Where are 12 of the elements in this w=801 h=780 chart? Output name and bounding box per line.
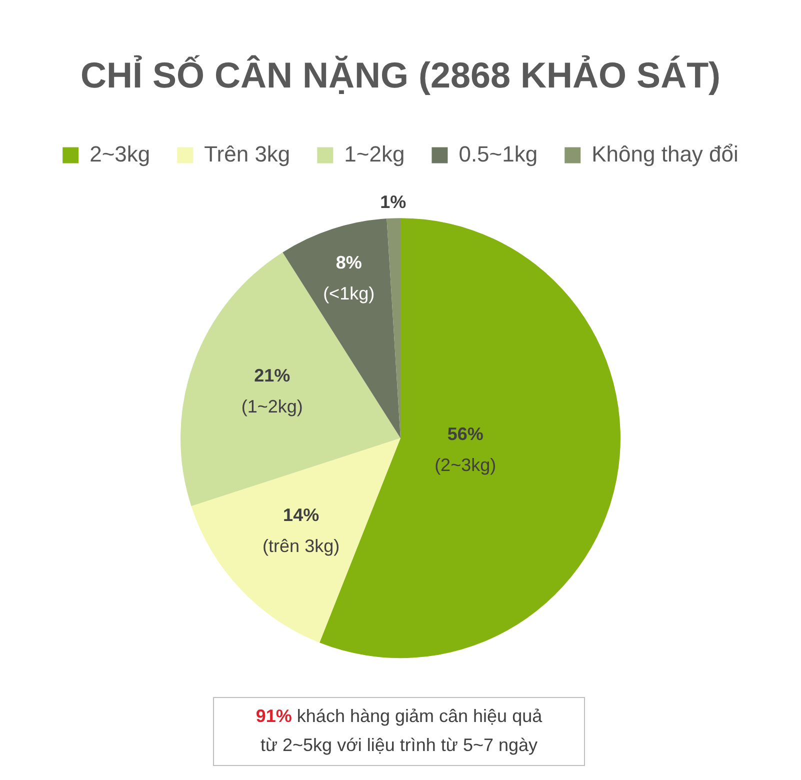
text: 91% khách hàng giảm cân hiệu quả từ 2~5kg với liệu trình từ 5~7 ngày bbox=[213, 697, 585, 766]
legend-label: 2~3kg bbox=[90, 141, 150, 166]
data-label: 56% (2~3kg) bbox=[434, 424, 496, 475]
data-label: 1% bbox=[380, 192, 406, 212]
data-label: 8% (<1kg) bbox=[323, 252, 375, 304]
data-label: 21% (1~2kg) bbox=[241, 365, 303, 416]
legend-label: Trên 3kg bbox=[204, 141, 290, 166]
legend-label: Không thay đổi bbox=[592, 141, 738, 166]
legend-label: 0.5~1kg bbox=[458, 141, 538, 166]
legend-label: 1~2kg bbox=[344, 141, 405, 166]
data-label: 14% (trên 3kg) bbox=[262, 504, 340, 556]
chart-title: CHỈ SỐ CÂN NẶNG (2868 KHẢO SÁT) bbox=[80, 54, 721, 96]
